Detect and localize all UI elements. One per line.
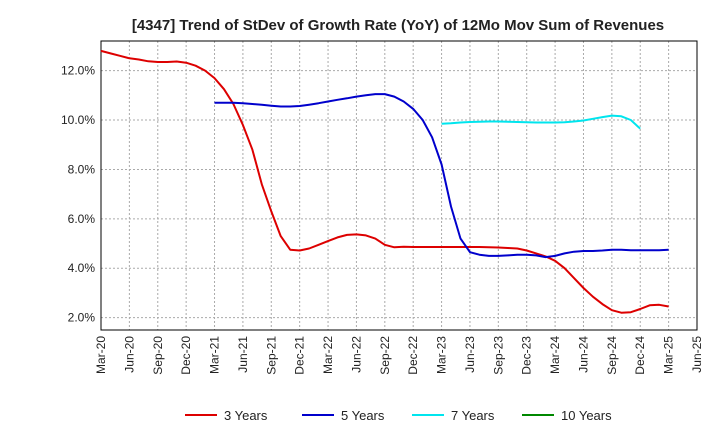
y-tick-label: 12.0% <box>61 64 95 78</box>
x-tick-label: Dec-24 <box>633 336 647 375</box>
x-tick-label: Jun-20 <box>122 336 136 373</box>
y-tick-label: 8.0% <box>68 162 96 176</box>
x-tick-label: Dec-22 <box>406 336 420 375</box>
x-tick-label: Jun-21 <box>236 336 250 373</box>
y-tick-label: 4.0% <box>68 261 96 275</box>
x-tick-label: Dec-21 <box>293 336 307 375</box>
x-axis-ticks: Mar-20 Jun-20 Sep-20 Dec-20 Mar-21 Jun-21 Sep-… <box>94 336 704 375</box>
series-line-3-years <box>100 49 669 314</box>
legend-label-5-years: 5 Years <box>341 408 385 423</box>
legend-label-3-years: 3 Years <box>224 408 268 423</box>
x-tick-label: Mar-20 <box>94 336 108 374</box>
x-tick-label: Mar-21 <box>208 336 222 374</box>
series-line-5-years <box>214 93 669 259</box>
y-tick-label: 2.0% <box>68 311 96 325</box>
legend: 3 Years 5 Years 7 Years 10 Years <box>185 408 612 423</box>
x-tick-label: Dec-20 <box>179 336 193 375</box>
series-layer <box>100 49 669 314</box>
x-tick-label: Jun-24 <box>576 336 590 373</box>
y-tick-label: 6.0% <box>68 212 96 226</box>
x-tick-label: Jun-23 <box>463 336 477 373</box>
chart-title: [4347] Trend of StDev of Growth Rate (Yo… <box>132 17 664 34</box>
x-tick-label: Sep-24 <box>605 336 619 375</box>
x-tick-label: Jun-25 <box>690 336 704 373</box>
x-tick-label: Jun-22 <box>349 336 363 373</box>
y-axis-ticks: 2.0% 4.0% 6.0% 8.0% 10.0% 12.0% <box>61 64 95 325</box>
plot-area-frame <box>100 40 698 331</box>
x-tick-label: Mar-22 <box>321 336 335 374</box>
series-line-7-years <box>441 114 641 130</box>
x-tick-label: Mar-25 <box>662 336 676 374</box>
x-tick-label: Dec-23 <box>520 336 534 375</box>
x-tick-label: Sep-22 <box>378 336 392 375</box>
x-tick-label: Sep-20 <box>151 336 165 375</box>
grid-layer <box>101 41 697 330</box>
x-tick-label: Mar-23 <box>435 336 449 374</box>
x-tick-label: Sep-23 <box>491 336 505 375</box>
x-tick-label: Sep-21 <box>264 336 278 375</box>
legend-label-7-years: 7 Years <box>451 408 495 423</box>
legend-label-10-years: 10 Years <box>561 408 612 423</box>
x-tick-label: Mar-24 <box>548 336 562 374</box>
y-tick-label: 10.0% <box>61 113 95 127</box>
